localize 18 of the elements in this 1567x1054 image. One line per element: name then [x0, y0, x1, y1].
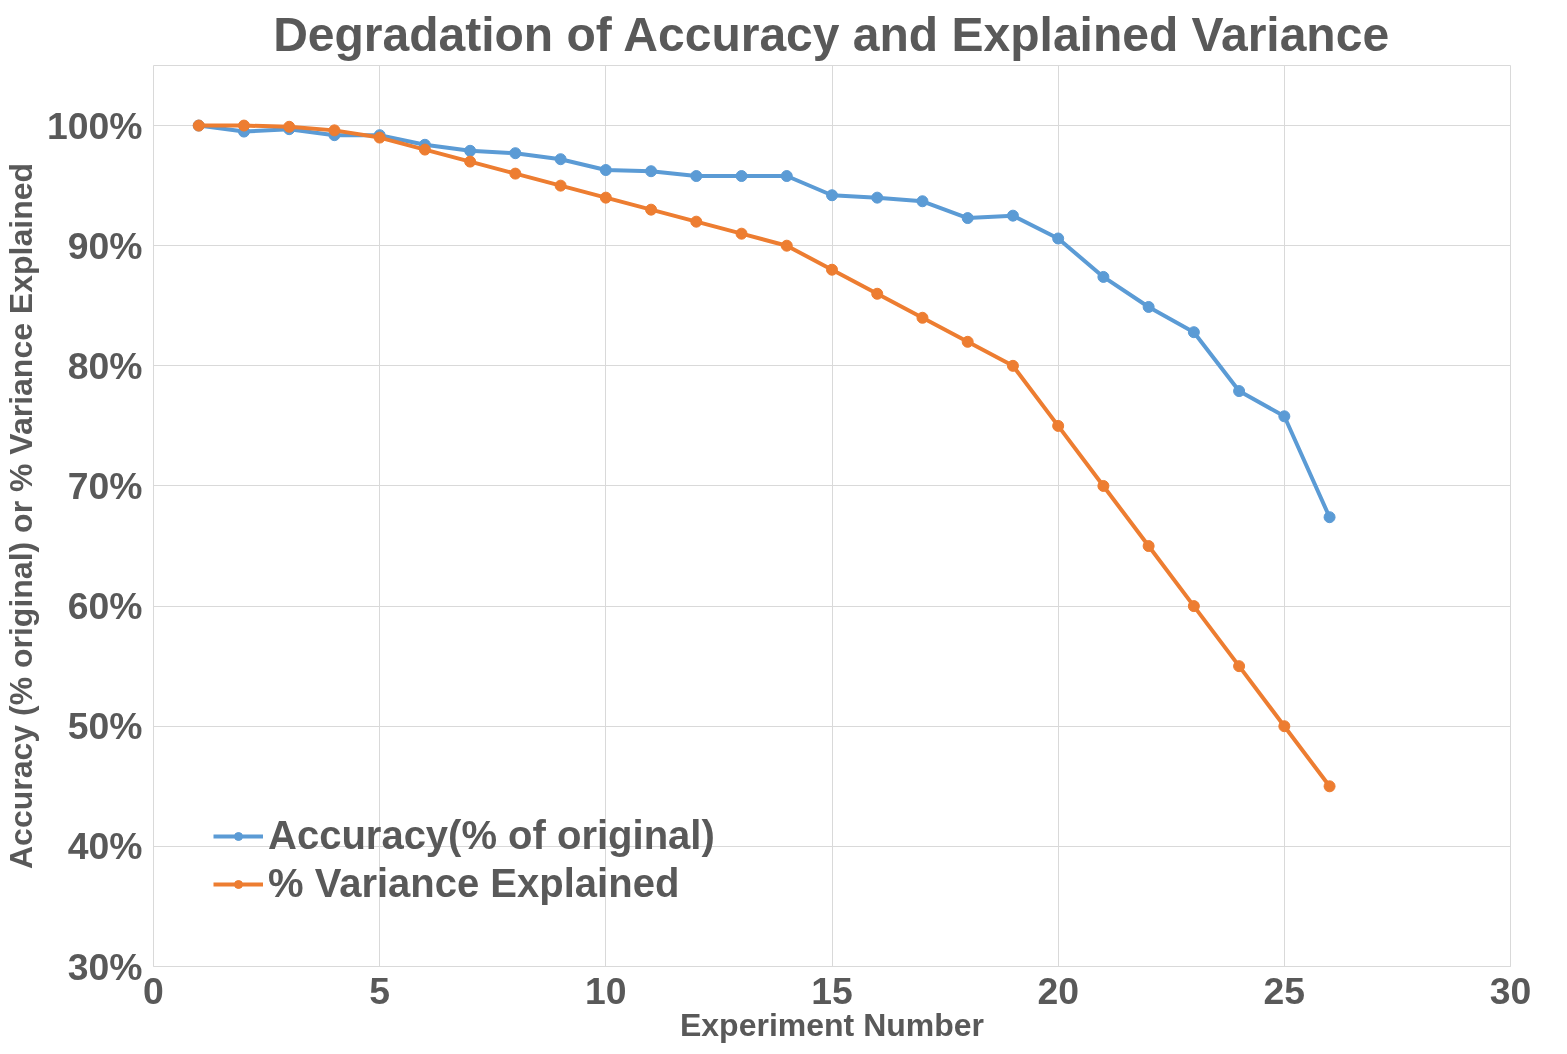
y-tick-label: 60%: [67, 585, 143, 628]
y-tick-label: 100%: [47, 104, 143, 147]
y-tick-label: 90%: [67, 224, 143, 267]
y-tick-label: 50%: [67, 705, 143, 748]
x-tick-label: 10: [585, 969, 627, 1012]
y-tick-label: 40%: [67, 825, 143, 868]
x-tick-label: 20: [1037, 969, 1079, 1012]
x-tick-label: 0: [143, 969, 164, 1012]
y-tick-label: 80%: [67, 344, 143, 387]
chart-title: Degradation of Accuracy and Explained Variance: [273, 7, 1390, 61]
x-tick-label: 5: [369, 969, 391, 1012]
legend-label: % Variance Explained: [268, 861, 680, 906]
legend-label: Accuracy(% of original): [268, 813, 715, 858]
y-tick-label: 30%: [67, 945, 143, 988]
y-axis-title: Accuracy (% original) or % Variance Explained: [3, 162, 40, 870]
x-tick-label: 30: [1489, 969, 1532, 1012]
x-tick-label: 25: [1263, 969, 1306, 1012]
y-tick-label: 70%: [67, 464, 143, 507]
